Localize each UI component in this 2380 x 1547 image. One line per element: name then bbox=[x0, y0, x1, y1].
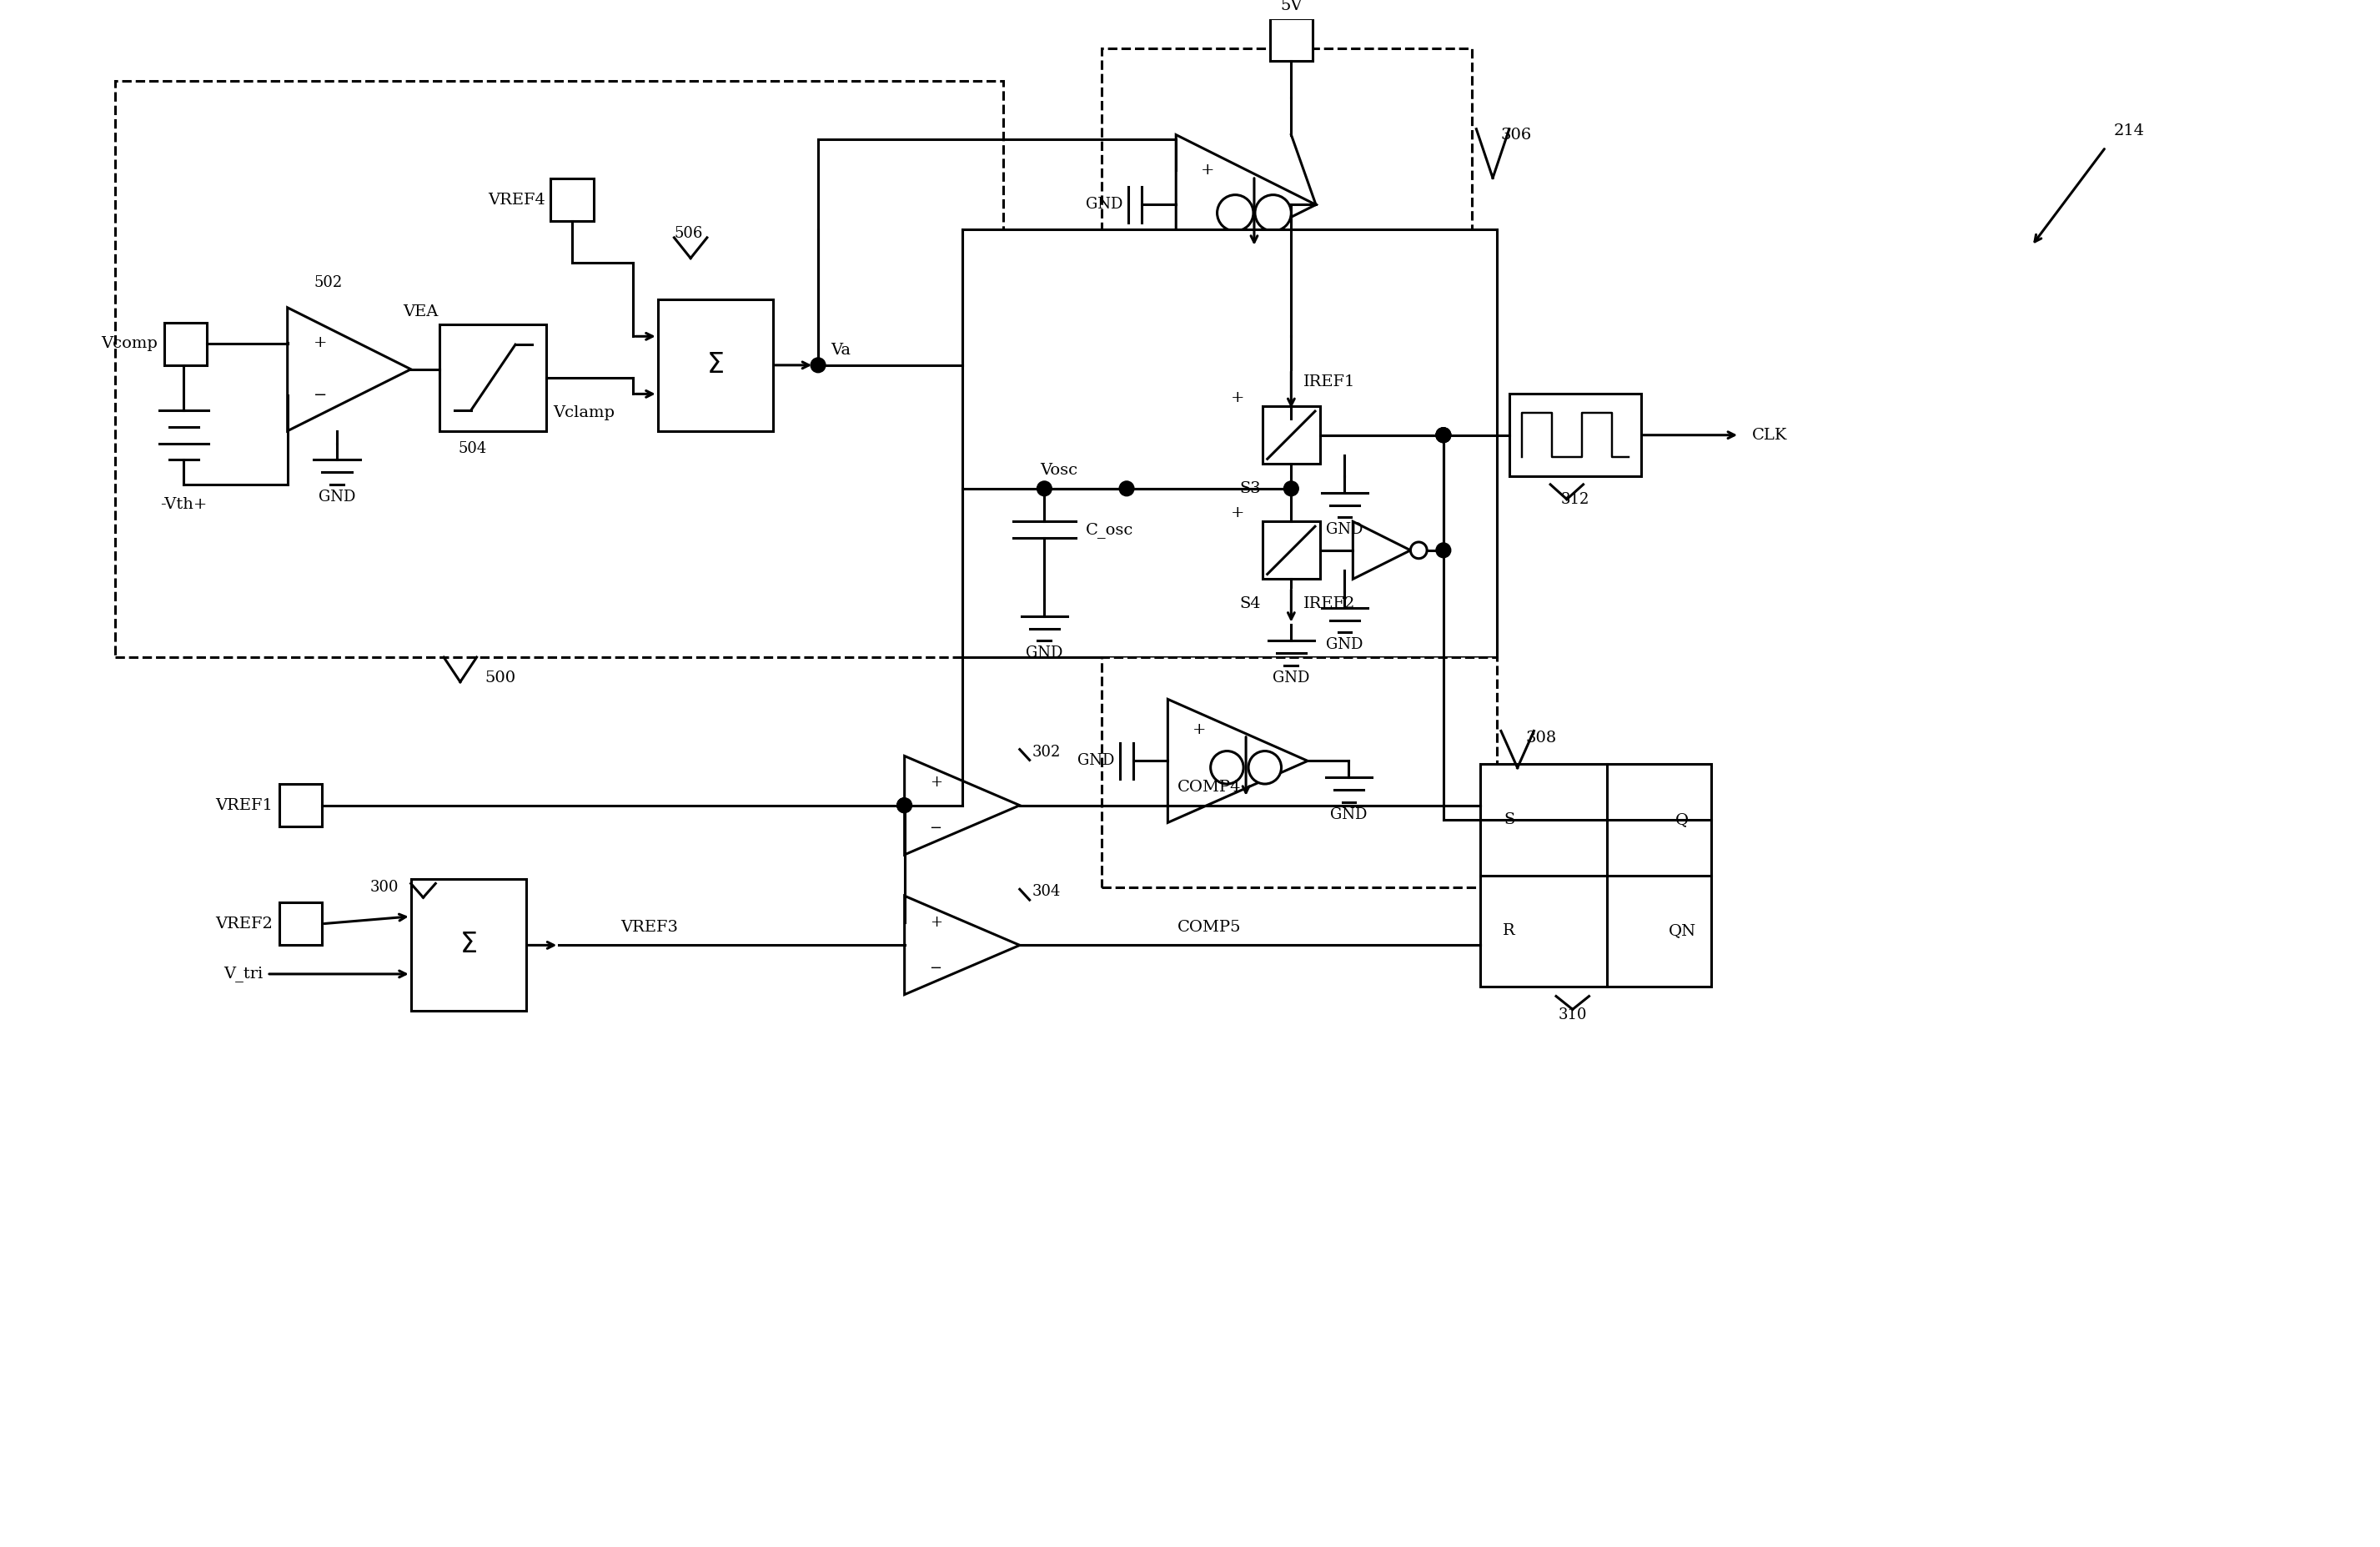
Text: IREF1: IREF1 bbox=[1304, 374, 1357, 390]
Text: 214: 214 bbox=[2113, 124, 2144, 138]
Bar bbox=[278, 902, 321, 945]
Bar bbox=[657, 299, 774, 432]
Circle shape bbox=[1216, 195, 1254, 231]
Circle shape bbox=[1435, 543, 1452, 557]
Polygon shape bbox=[1352, 521, 1411, 579]
Text: V_tri: V_tri bbox=[224, 967, 262, 982]
Bar bbox=[1261, 521, 1321, 579]
Text: GND: GND bbox=[1085, 196, 1123, 212]
Circle shape bbox=[1119, 481, 1133, 497]
Text: $\Sigma$: $\Sigma$ bbox=[707, 351, 724, 379]
Circle shape bbox=[1038, 481, 1052, 497]
Polygon shape bbox=[904, 896, 1019, 995]
Text: VEA: VEA bbox=[402, 305, 438, 319]
Text: 304: 304 bbox=[1033, 885, 1061, 899]
Bar bbox=[114, 82, 1004, 657]
Text: Va: Va bbox=[831, 343, 850, 357]
Text: VREF4: VREF4 bbox=[488, 192, 545, 207]
Circle shape bbox=[1411, 541, 1428, 558]
Bar bbox=[440, 323, 547, 432]
Text: Vclamp: Vclamp bbox=[552, 405, 614, 421]
Text: −: − bbox=[314, 388, 326, 404]
Bar bbox=[962, 229, 1497, 657]
Text: −: − bbox=[931, 961, 942, 976]
Bar bbox=[278, 784, 321, 826]
Text: -Vth+: -Vth+ bbox=[159, 497, 207, 512]
Polygon shape bbox=[288, 308, 412, 432]
Text: Vcomp: Vcomp bbox=[100, 336, 157, 351]
Text: GND: GND bbox=[1273, 670, 1309, 685]
Text: 500: 500 bbox=[486, 670, 516, 685]
Text: +: + bbox=[931, 775, 942, 791]
Text: GND: GND bbox=[319, 489, 355, 504]
Text: R: R bbox=[1504, 924, 1516, 939]
Bar bbox=[1102, 657, 1497, 888]
Circle shape bbox=[1211, 750, 1242, 784]
Text: Q: Q bbox=[1676, 812, 1690, 828]
Text: +: + bbox=[1200, 162, 1214, 178]
Text: COMP5: COMP5 bbox=[1178, 919, 1240, 934]
Circle shape bbox=[1435, 427, 1452, 442]
Polygon shape bbox=[1176, 135, 1316, 275]
Text: VREF2: VREF2 bbox=[214, 916, 274, 931]
Text: −: − bbox=[931, 821, 942, 835]
Text: GND: GND bbox=[1326, 637, 1364, 653]
Circle shape bbox=[1283, 481, 1299, 497]
Circle shape bbox=[897, 798, 912, 812]
Bar bbox=[412, 879, 526, 1012]
Text: +: + bbox=[1230, 506, 1245, 521]
Text: Vosc: Vosc bbox=[1040, 463, 1078, 478]
Bar bbox=[1509, 394, 1640, 476]
Text: 506: 506 bbox=[674, 226, 702, 241]
Circle shape bbox=[897, 798, 912, 812]
Circle shape bbox=[1435, 427, 1452, 442]
Circle shape bbox=[1254, 195, 1292, 231]
Text: IREF2: IREF2 bbox=[1304, 596, 1357, 611]
Bar bbox=[164, 322, 207, 365]
Text: VREF1: VREF1 bbox=[214, 798, 274, 812]
Circle shape bbox=[1435, 427, 1452, 442]
Text: 502: 502 bbox=[314, 275, 343, 291]
Text: GND: GND bbox=[1330, 808, 1366, 821]
Text: C_osc: C_osc bbox=[1085, 521, 1133, 538]
Text: +: + bbox=[1192, 722, 1207, 738]
Text: +: + bbox=[931, 914, 942, 930]
Polygon shape bbox=[904, 756, 1019, 854]
Text: 308: 308 bbox=[1526, 730, 1557, 746]
Text: $\Sigma$: $\Sigma$ bbox=[459, 931, 476, 959]
Text: GND: GND bbox=[1326, 523, 1364, 537]
Polygon shape bbox=[1169, 699, 1307, 823]
Text: +: + bbox=[314, 336, 326, 351]
Circle shape bbox=[1250, 750, 1280, 784]
Text: 312: 312 bbox=[1561, 492, 1590, 507]
Bar bbox=[1271, 19, 1314, 60]
Bar bbox=[1480, 764, 1711, 987]
Circle shape bbox=[812, 357, 826, 373]
Text: 5V: 5V bbox=[1280, 0, 1302, 12]
Circle shape bbox=[897, 798, 912, 812]
Text: COMP4: COMP4 bbox=[1178, 780, 1240, 795]
Text: GND: GND bbox=[1026, 645, 1064, 661]
Bar bbox=[550, 178, 593, 221]
Text: S4: S4 bbox=[1240, 596, 1261, 611]
Text: 310: 310 bbox=[1559, 1007, 1587, 1023]
Bar bbox=[1261, 407, 1321, 464]
Text: QN: QN bbox=[1668, 924, 1697, 939]
Text: GND: GND bbox=[1078, 753, 1114, 769]
Bar bbox=[1102, 48, 1473, 336]
Text: 302: 302 bbox=[1033, 744, 1061, 760]
Text: CLK: CLK bbox=[1752, 427, 1787, 442]
Text: 300: 300 bbox=[369, 880, 397, 896]
Text: VREF3: VREF3 bbox=[621, 919, 678, 934]
Text: S: S bbox=[1504, 812, 1514, 828]
Text: S3: S3 bbox=[1240, 481, 1261, 497]
Text: +: + bbox=[1230, 390, 1245, 405]
Text: 504: 504 bbox=[459, 441, 488, 456]
Text: 306: 306 bbox=[1502, 127, 1533, 142]
